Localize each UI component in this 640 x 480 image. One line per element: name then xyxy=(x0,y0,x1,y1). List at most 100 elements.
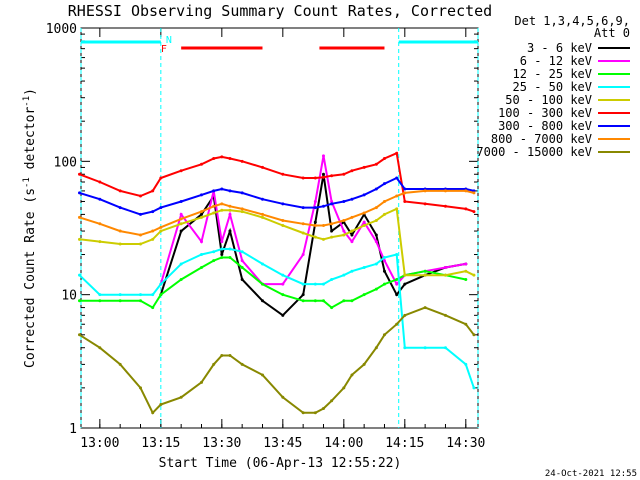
series-point-6 xyxy=(382,182,386,186)
series-point-0 xyxy=(220,253,224,257)
series-point-6 xyxy=(260,197,264,201)
series-point-1 xyxy=(464,262,468,266)
series-point-2 xyxy=(350,299,354,303)
series-point-6 xyxy=(313,206,317,210)
x-tick-label: 14:30 xyxy=(446,436,485,451)
series-point-2 xyxy=(464,277,468,281)
series-point-7 xyxy=(199,210,203,214)
series-point-0 xyxy=(374,233,378,237)
legend-label: 6 - 12 keV xyxy=(520,54,592,68)
series-point-6 xyxy=(118,206,122,210)
series-point-7 xyxy=(212,204,216,208)
series-point-2 xyxy=(423,269,427,273)
series-point-3 xyxy=(464,362,468,366)
series-point-7 xyxy=(260,212,264,216)
series-point-7 xyxy=(228,204,232,208)
series-point-2 xyxy=(139,299,143,303)
series-point-8 xyxy=(342,386,346,390)
series-point-8 xyxy=(212,362,216,366)
series-point-4 xyxy=(321,237,325,241)
series-point-7 xyxy=(301,222,305,226)
series-point-4 xyxy=(330,235,334,239)
y-tick-label: 10 xyxy=(61,289,77,304)
series-point-5 xyxy=(321,175,325,179)
series-point-8 xyxy=(350,373,354,377)
series-point-0 xyxy=(179,229,183,233)
series-point-7 xyxy=(321,224,325,228)
series-point-8 xyxy=(321,407,325,411)
series-point-7 xyxy=(159,225,163,229)
series-point-8 xyxy=(403,313,407,317)
series-point-3 xyxy=(240,250,244,254)
series-point-4 xyxy=(313,235,317,239)
footer-date: 24-Oct-2021 12:55 xyxy=(545,469,637,479)
series-point-8 xyxy=(301,411,305,415)
series-point-6 xyxy=(139,212,143,216)
series-point-5 xyxy=(342,172,346,176)
series-point-8 xyxy=(464,322,468,326)
series-point-4 xyxy=(395,207,399,211)
series-point-1 xyxy=(350,240,354,244)
series-point-5 xyxy=(260,165,264,169)
x-tick-label: 13:00 xyxy=(80,436,119,451)
series-point-5 xyxy=(464,207,468,211)
series-point-8 xyxy=(139,386,143,390)
series-point-5 xyxy=(423,202,427,206)
series-point-0 xyxy=(382,269,386,273)
legend-label: 7000 - 15000 keV xyxy=(476,145,592,159)
series-point-3 xyxy=(78,273,82,277)
series-point-8 xyxy=(423,306,427,310)
series-point-7 xyxy=(330,222,334,226)
series-point-6 xyxy=(395,176,399,180)
x-tick-label: 14:00 xyxy=(324,436,363,451)
series-point-4 xyxy=(374,218,378,222)
series-point-5 xyxy=(382,157,386,161)
series-point-6 xyxy=(98,197,102,201)
series-point-3 xyxy=(313,282,317,286)
x-tick-label: 13:15 xyxy=(141,436,180,451)
series-point-4 xyxy=(472,273,476,277)
series-point-7 xyxy=(78,215,82,219)
series-point-3 xyxy=(403,346,407,350)
y-tick-label: 1 xyxy=(69,422,77,437)
series-point-6 xyxy=(240,191,244,195)
series-point-4 xyxy=(443,273,447,277)
series-point-0 xyxy=(240,277,244,281)
series-point-3 xyxy=(472,386,476,390)
x-tick-label: 13:30 xyxy=(202,436,241,451)
series-point-8 xyxy=(281,395,285,399)
series-point-8 xyxy=(240,362,244,366)
series-point-6 xyxy=(350,197,354,201)
series-point-5 xyxy=(301,176,305,180)
series-line-0 xyxy=(159,174,466,317)
series-point-5 xyxy=(362,165,366,169)
series-point-4 xyxy=(151,237,155,241)
series-point-5 xyxy=(313,176,317,180)
series-point-3 xyxy=(443,346,447,350)
x-tick-label: 13:45 xyxy=(263,436,302,451)
series-point-1 xyxy=(330,199,334,203)
plot-area: 13:00 13:15 13:30 13:45 14:00 14:15 14:30 1 10 10… xyxy=(46,22,486,451)
series-point-7 xyxy=(179,217,183,221)
series-point-7 xyxy=(443,189,447,193)
series-point-4 xyxy=(98,240,102,244)
series-point-8 xyxy=(228,353,232,357)
series-point-3 xyxy=(395,253,399,257)
series-point-2 xyxy=(151,306,155,310)
series-point-4 xyxy=(118,242,122,246)
series-point-0 xyxy=(260,299,264,303)
series-line-3 xyxy=(78,248,475,389)
x-tick-label: 14:15 xyxy=(385,436,424,451)
series-point-4 xyxy=(199,215,203,219)
series-point-0 xyxy=(321,172,325,176)
series-point-3 xyxy=(179,262,183,266)
series-point-3 xyxy=(281,273,285,277)
series-point-8 xyxy=(220,353,224,357)
series-point-8 xyxy=(313,411,317,415)
series-point-6 xyxy=(330,202,334,206)
series-point-4 xyxy=(220,208,224,212)
series-point-1 xyxy=(199,240,203,244)
series-point-2 xyxy=(342,299,346,303)
series-point-2 xyxy=(362,293,366,297)
series-point-7 xyxy=(350,215,354,219)
